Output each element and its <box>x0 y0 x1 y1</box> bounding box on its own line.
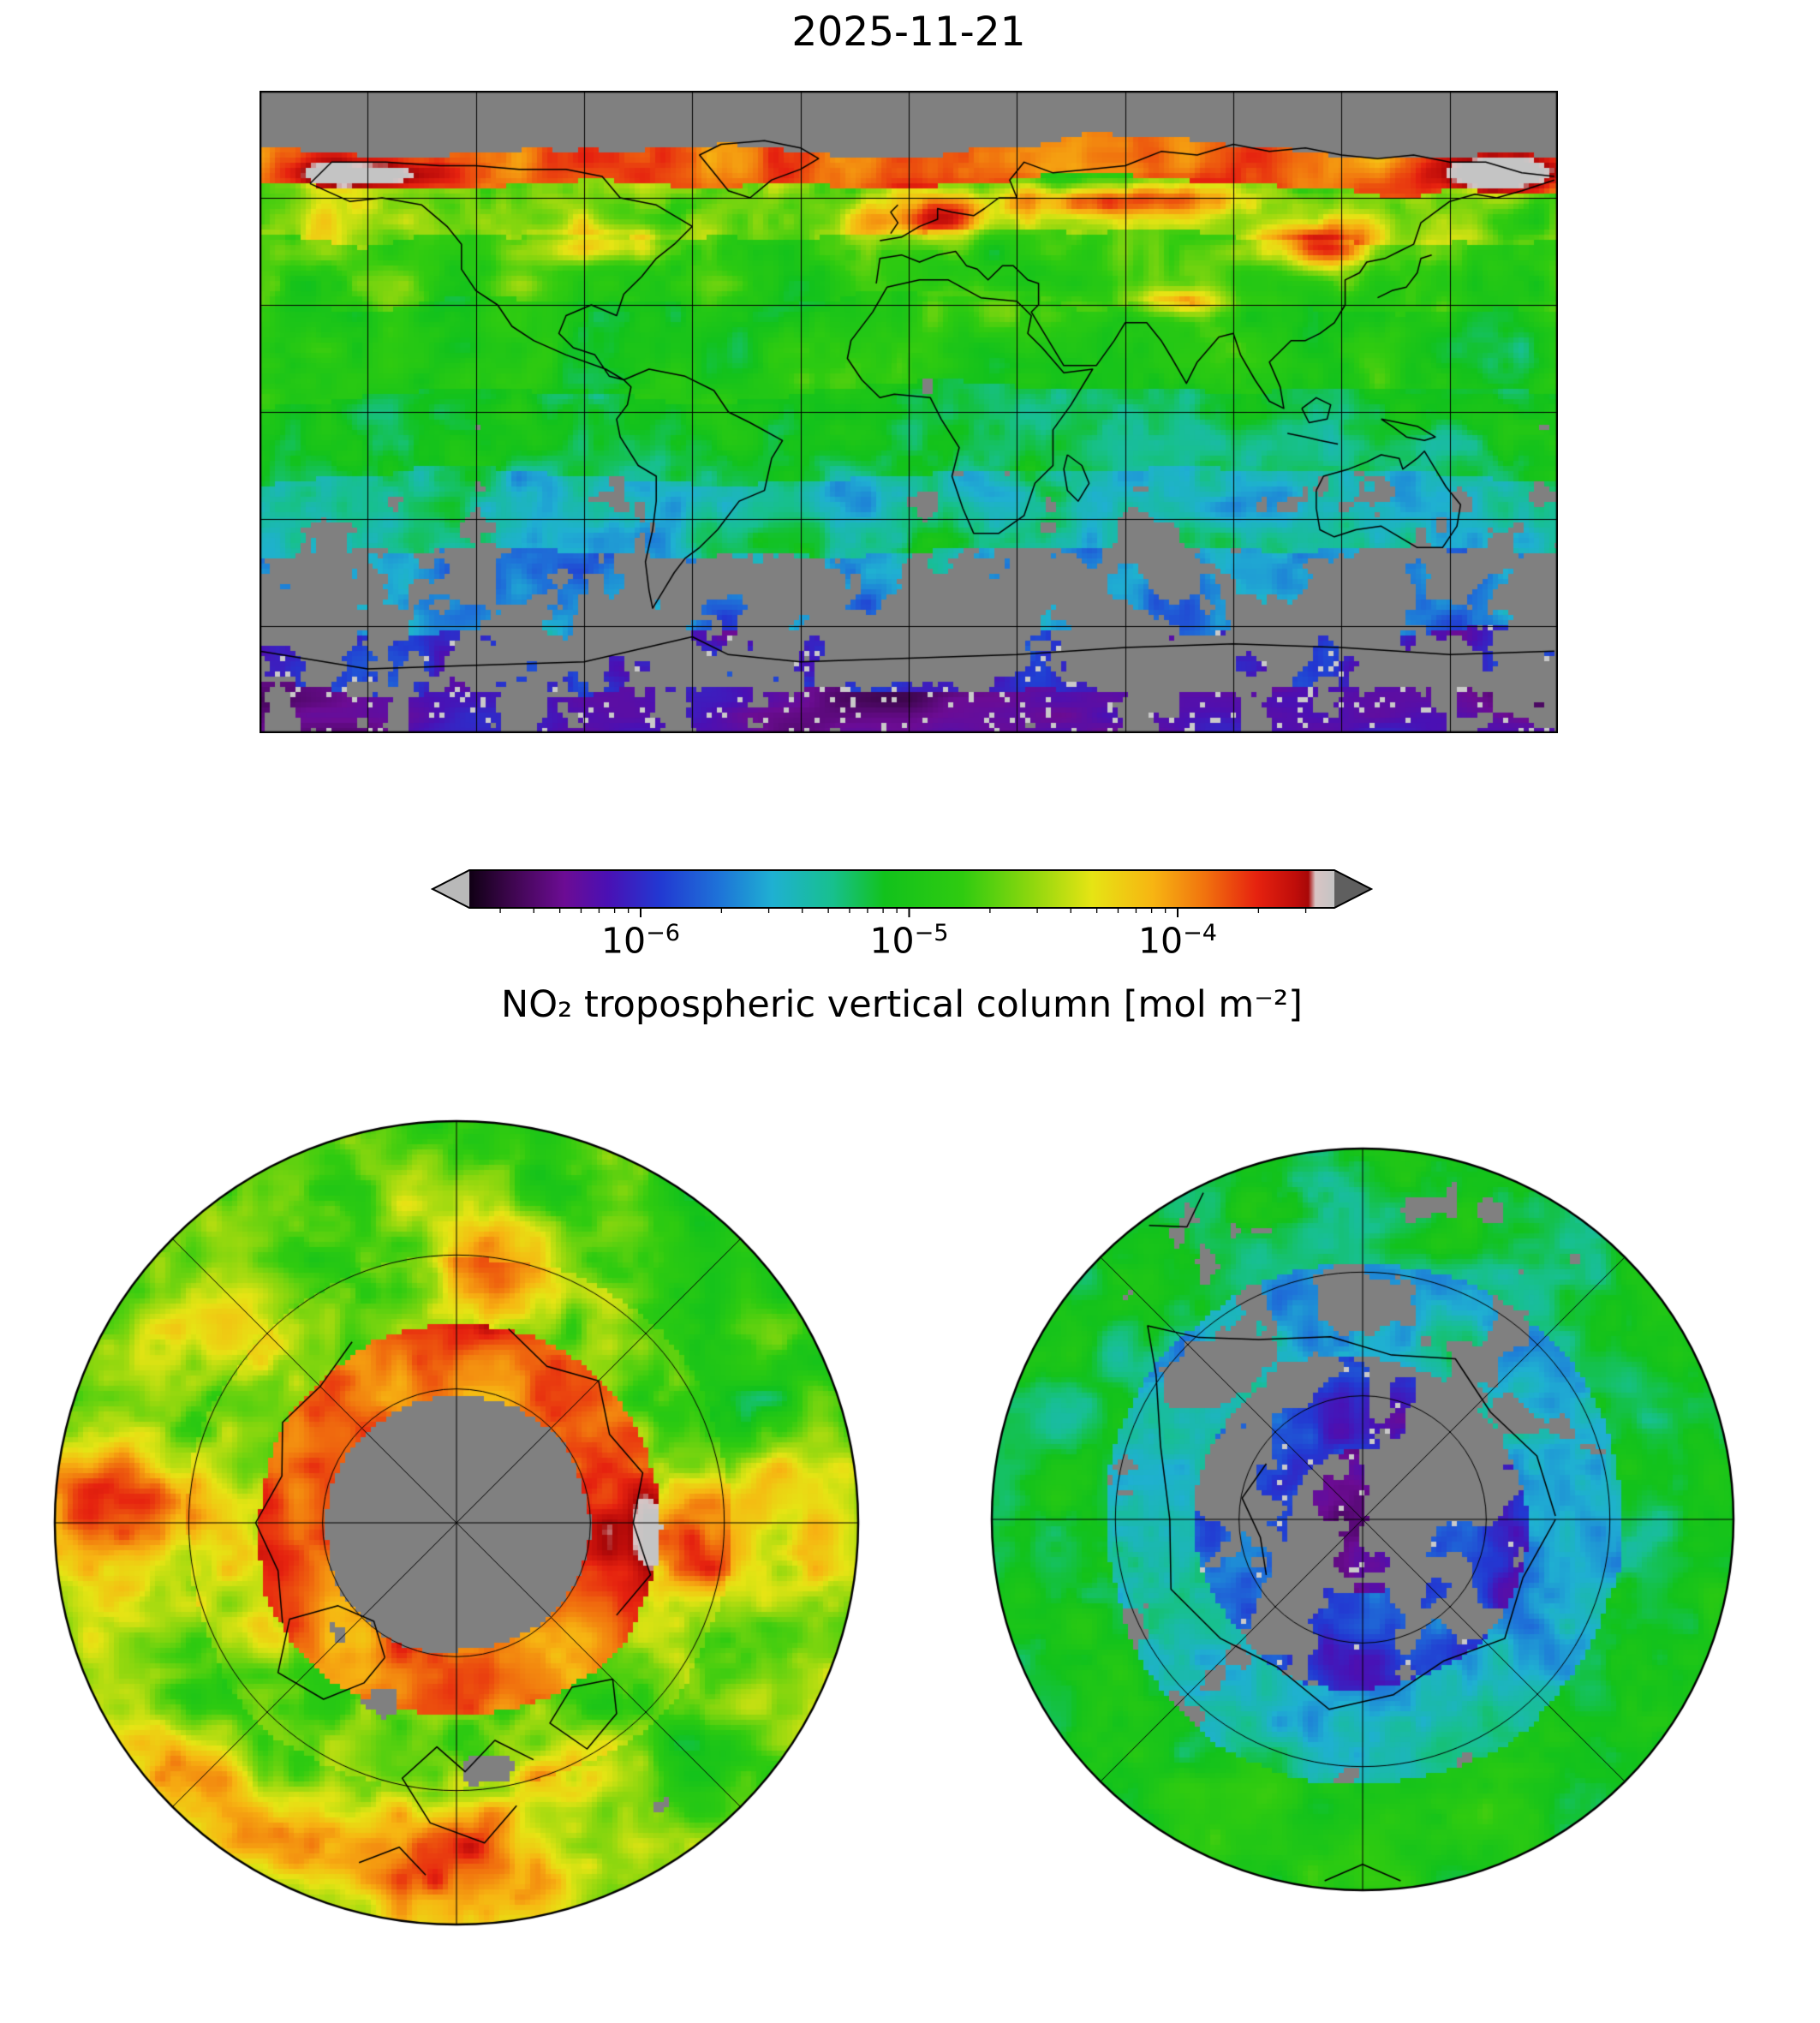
colorbar-gradient-svg <box>431 869 1373 917</box>
colorbar-tick-label-1e-5: 10−5 <box>869 920 948 962</box>
south-polar-map-canvas <box>989 1146 1736 1893</box>
colorbar-tick-label-1e-4: 10−4 <box>1138 920 1217 962</box>
figure-title: 2025-11-21 <box>791 9 1026 56</box>
tick-exponent: −5 <box>914 920 949 946</box>
colorbar-under-arrow <box>433 870 469 908</box>
north-polar-map-canvas <box>52 1119 861 1927</box>
colorbar-tick-label-1e-6: 10−6 <box>601 920 680 962</box>
colorbar-over-arrow <box>1334 870 1371 908</box>
world-map-canvas <box>260 91 1558 733</box>
colorbar-outline <box>431 869 1373 909</box>
colorbar-ticks <box>499 908 1307 917</box>
colorbar-label: NO₂ tropospheric vertical column [mol m⁻… <box>501 983 1303 1026</box>
colorbar: 10−6 10−5 10−4 NO₂ tropospheric vertical… <box>431 863 1373 1052</box>
colorbar-gradient-bar <box>469 870 1334 908</box>
tick-base: 10 <box>600 920 647 962</box>
tick-base: 10 <box>1137 920 1184 962</box>
tick-exponent: −6 <box>646 920 681 946</box>
tick-exponent: −4 <box>1183 920 1218 946</box>
tick-base: 10 <box>869 920 915 962</box>
